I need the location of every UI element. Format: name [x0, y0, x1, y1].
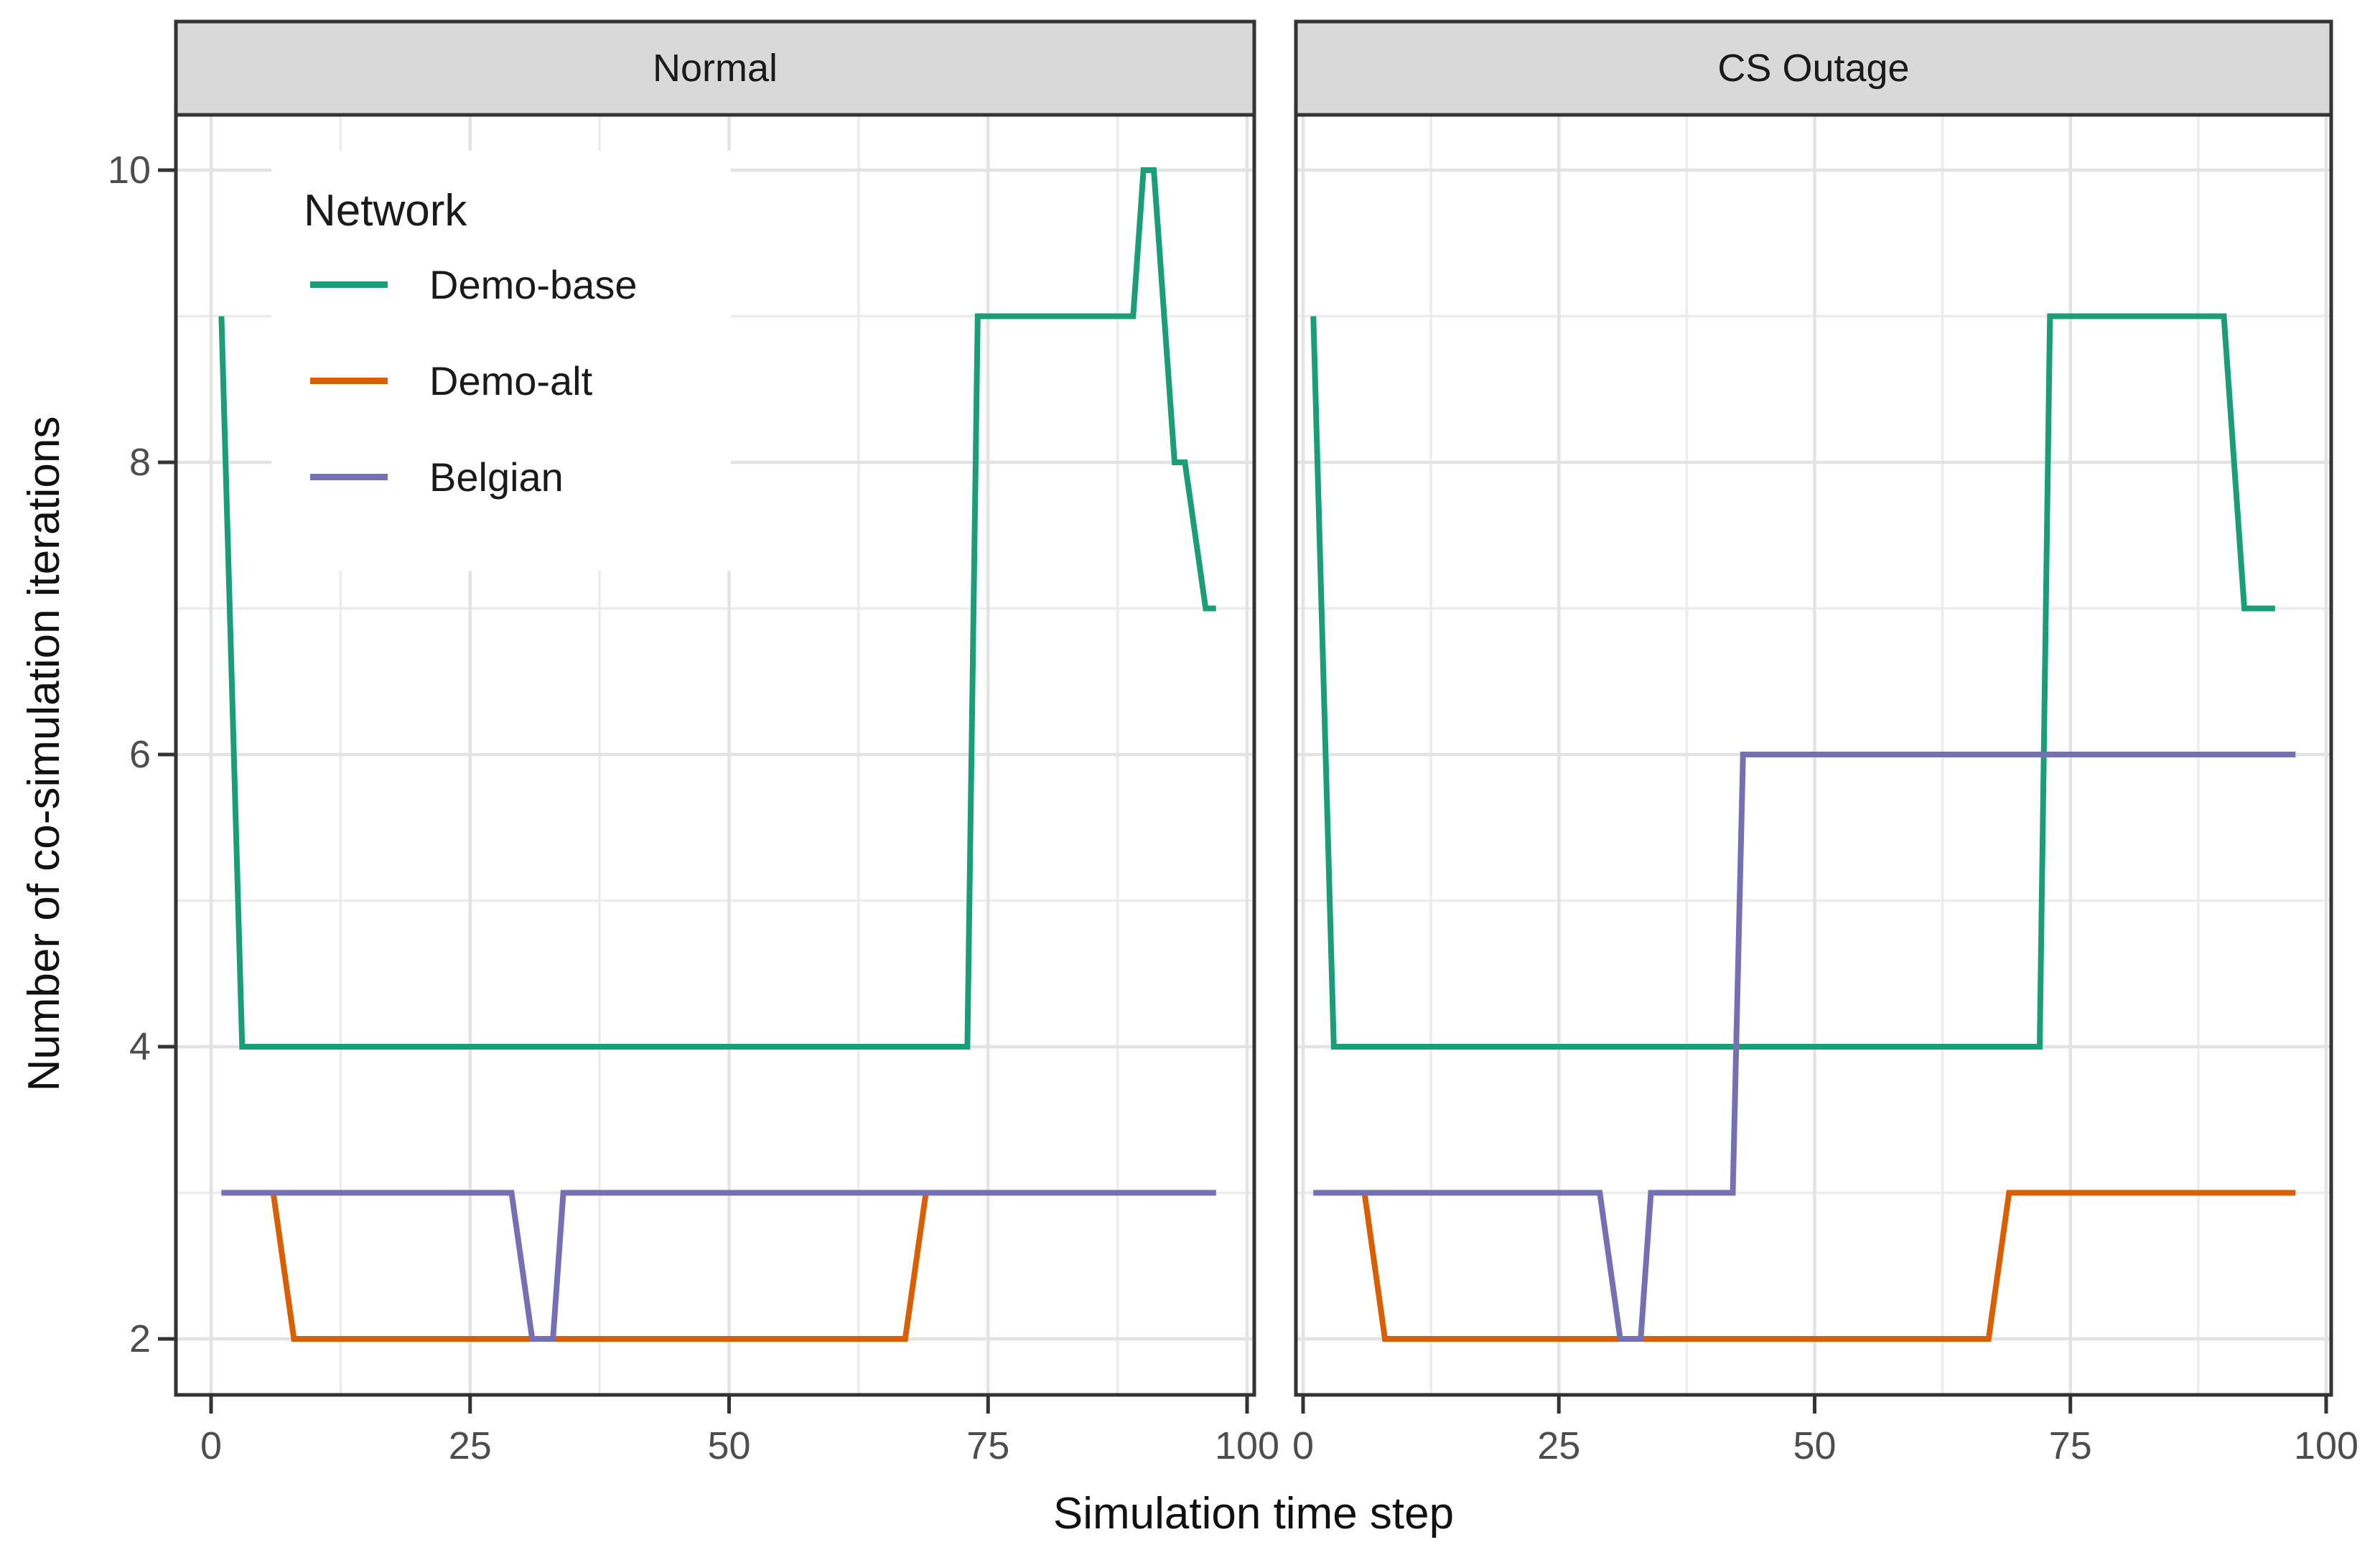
legend-item-label: Belgian	[429, 454, 564, 500]
facet-strip	[174, 19, 1256, 117]
line-normal-belgian	[221, 1190, 1216, 1342]
x-tick-label: 100	[2293, 1424, 2359, 1467]
x-tick-label: 50	[1793, 1424, 1837, 1467]
x-tick-label: 75	[2048, 1424, 2092, 1467]
y-tick-label: 6	[129, 733, 151, 776]
x-tick-label: 25	[448, 1424, 492, 1467]
legend-rows: Demo-base Demo-alt Belgian	[271, 236, 731, 525]
legend-item-belgian: Belgian	[271, 429, 731, 525]
y-tick-label: 2	[129, 1317, 151, 1360]
legend-item-label: Demo-alt	[429, 358, 593, 403]
y-tick-label: 4	[129, 1025, 151, 1068]
x-tick-label: 0	[1292, 1424, 1315, 1467]
line-normal-demo-base	[218, 167, 1216, 1050]
x-tick-label: 100	[1214, 1424, 1280, 1467]
legend-item-label: Demo-base	[429, 261, 638, 307]
y-tick-label: 8	[129, 441, 151, 484]
legend-title: Network	[304, 186, 467, 235]
facet-strip	[1294, 19, 2333, 117]
legend-item-demo-alt: Demo-alt	[271, 332, 731, 429]
panel-border	[1294, 113, 2333, 1397]
line-cs-outage-demo-base	[1310, 313, 2275, 1050]
legend-key-line-icon	[310, 473, 388, 480]
x-axis-title: Simulation time step	[1053, 1489, 1455, 1538]
facet-strip-label-cs-outage: CS Outage	[1717, 47, 1910, 90]
x-tick-label: 75	[966, 1424, 1010, 1467]
x-tick-label: 0	[200, 1424, 223, 1467]
line-cs-outage-belgian	[1313, 752, 2296, 1342]
legend: Network Demo-base Demo-alt Belgian	[271, 151, 731, 571]
x-tick-label: 50	[707, 1424, 751, 1467]
legend-item-demo-base: Demo-base	[271, 236, 731, 332]
legend-key-line-icon	[310, 281, 388, 288]
x-tick-label: 25	[1537, 1424, 1581, 1467]
y-tick-label: 10	[107, 149, 151, 192]
facet-strip-label-normal: Normal	[652, 47, 778, 90]
legend-key-line-icon	[310, 377, 388, 384]
